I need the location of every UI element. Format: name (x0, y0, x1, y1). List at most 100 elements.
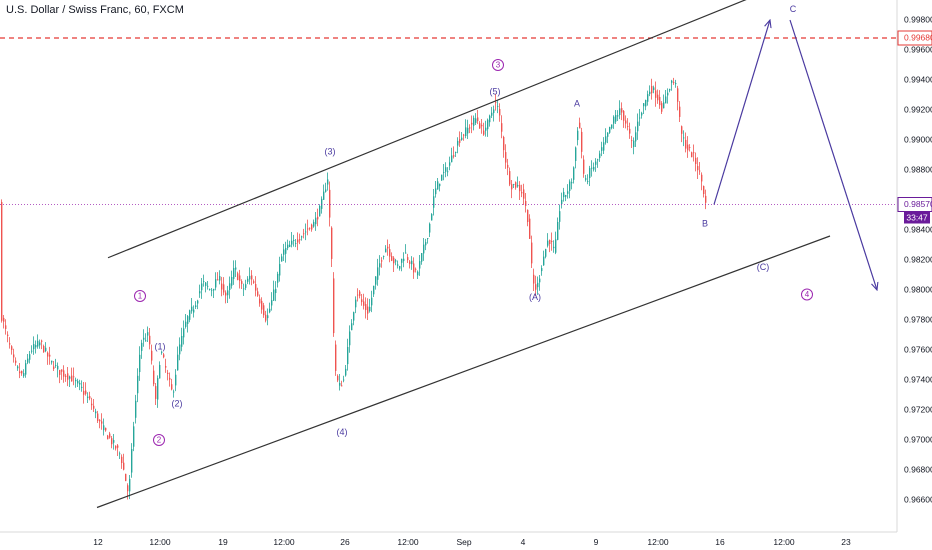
time-tick-label: 12:00 (773, 537, 795, 547)
candle-body (467, 127, 469, 134)
candle-body (507, 164, 509, 168)
candle-body (173, 391, 175, 393)
candle-body (27, 358, 29, 363)
candle-body (225, 292, 227, 296)
candle-body (667, 92, 669, 96)
candle-body (31, 350, 33, 352)
price-axis[interactable]: 1.000000.998000.996000.994000.992000.990… (904, 0, 932, 504)
candle-body (471, 122, 473, 125)
candle-body (461, 137, 463, 140)
price-tick-label: 0.97200 (904, 404, 932, 414)
resistance-price-text: 0.99680 (904, 32, 932, 42)
candle-body (561, 199, 563, 205)
candle-body (589, 168, 591, 179)
candle-body (145, 340, 147, 342)
candle-body (267, 315, 269, 319)
candle-body (513, 184, 515, 185)
candle-body (675, 82, 677, 85)
candle-body (203, 281, 205, 282)
candle-body (613, 116, 615, 124)
candle-body (657, 94, 659, 101)
price-tick-label: 0.97800 (904, 314, 932, 324)
candle-body (279, 264, 281, 276)
candle-body (289, 244, 291, 247)
candle-body (85, 390, 87, 394)
time-tick-label: 12:00 (647, 537, 669, 547)
candle-body (699, 170, 701, 172)
candle-body (393, 257, 395, 264)
candle-body (315, 217, 317, 225)
candle-body (207, 285, 209, 287)
price-tick-label: 0.97000 (904, 434, 932, 444)
candle-body (293, 239, 295, 241)
projection-path[interactable] (713, 20, 877, 290)
wave-label: (A) (529, 292, 541, 302)
candle-body (17, 366, 19, 369)
candle-body (53, 366, 55, 369)
candle-body (641, 112, 643, 116)
candle-body (359, 291, 361, 296)
candle-body (653, 87, 655, 91)
candle-body (479, 123, 481, 129)
candle-body (661, 103, 663, 112)
candle-body (281, 256, 283, 262)
candle-body (677, 88, 679, 102)
candle-body (599, 153, 601, 159)
candle-body (519, 184, 521, 192)
candle-body (253, 281, 255, 283)
price-tick-label: 0.99800 (904, 14, 932, 24)
candle-body (311, 224, 313, 230)
candle-body (99, 419, 101, 422)
candle-body (55, 365, 57, 366)
candle-body (395, 260, 397, 262)
candle-body (517, 184, 519, 187)
candle-body (603, 142, 605, 151)
candle-body (333, 278, 335, 334)
candle-body (523, 189, 525, 199)
candle-body (383, 256, 385, 258)
candle-body (189, 310, 191, 320)
candle-body (689, 147, 691, 148)
wave-label: A (574, 98, 580, 108)
candle-body (117, 445, 119, 448)
candle-body (351, 323, 353, 331)
candle-body (527, 209, 529, 222)
candle-body (377, 267, 379, 280)
candle-body (485, 127, 487, 131)
time-axis[interactable]: 12 12:00 19 12:00 26 12:00 Sep 4 9 12:00 16 12:00 23 (93, 537, 851, 547)
candle-body (631, 140, 633, 142)
wave-label: (1) (155, 341, 166, 351)
candle-body (645, 100, 647, 107)
candle-body (389, 249, 391, 257)
candle-body (529, 218, 531, 239)
candle-body (355, 299, 357, 308)
candle-body (67, 373, 69, 380)
candle-body (93, 405, 95, 409)
candle-body (81, 386, 83, 388)
candle-body (597, 159, 599, 161)
countdown-tag (904, 211, 930, 224)
candle-body (179, 344, 181, 355)
candle-body (259, 298, 261, 304)
candle-body (163, 354, 165, 358)
candle-body (301, 236, 303, 238)
price-tick-label: 0.97600 (904, 344, 932, 354)
candle-body (303, 233, 305, 235)
candle-body (659, 96, 661, 106)
candle-body (185, 321, 187, 327)
candle-body (331, 227, 333, 259)
candle-body (669, 88, 671, 91)
candle-body (133, 426, 135, 447)
candle-body (581, 131, 583, 152)
upper-channel-line (107, 0, 747, 259)
candle-body (15, 360, 17, 363)
candle-body (431, 214, 433, 221)
candle-body (317, 216, 319, 220)
candle-body (69, 376, 71, 379)
candle-body (391, 256, 393, 261)
candle-body (285, 248, 287, 254)
channel-lines[interactable] (96, 0, 855, 509)
candle-body (531, 242, 533, 264)
